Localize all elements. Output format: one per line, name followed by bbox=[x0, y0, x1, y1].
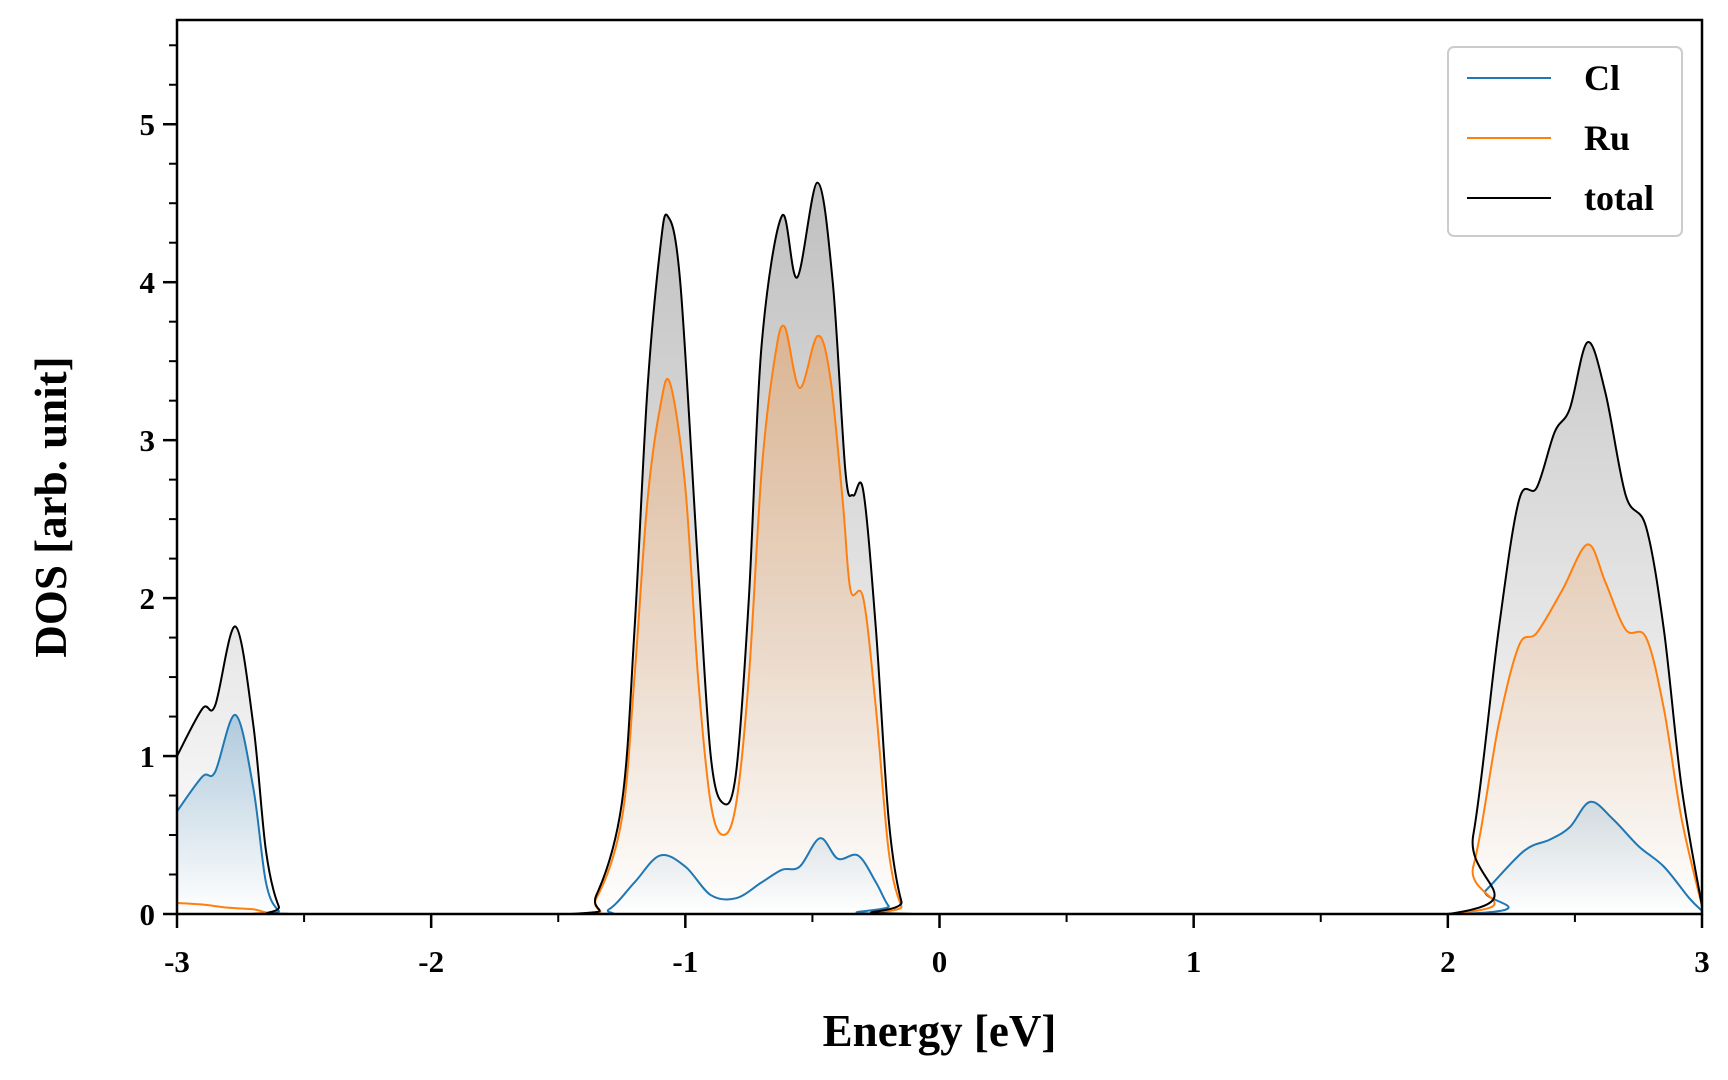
x-axis-label: Energy [eV] bbox=[823, 1006, 1057, 1056]
y-tick-label: 5 bbox=[140, 107, 156, 142]
legend-label-ru: Ru bbox=[1584, 118, 1630, 158]
fill-ru bbox=[177, 325, 1702, 914]
fill-total bbox=[177, 182, 1702, 915]
legend-label-total: total bbox=[1584, 178, 1654, 218]
legend-label-cl: Cl bbox=[1584, 58, 1620, 98]
legend: Cl Ru total bbox=[1447, 46, 1683, 237]
x-tick-label: -3 bbox=[164, 944, 190, 979]
x-tick-label: 2 bbox=[1440, 944, 1456, 979]
y-tick-label: 4 bbox=[140, 265, 156, 300]
x-tick-label: 0 bbox=[932, 944, 948, 979]
x-tick-label: 1 bbox=[1186, 944, 1202, 979]
y-tick-label: 3 bbox=[140, 423, 156, 458]
line-cl bbox=[176, 713, 1703, 916]
y-axis-label: DOS [arb. unit] bbox=[26, 356, 76, 657]
series-lines bbox=[176, 181, 1703, 916]
x-tick-label: -1 bbox=[672, 944, 698, 979]
axis-ticks: -3 -2 -1 0 1 2 3 0 1 2 3 4 5 bbox=[140, 44, 1710, 979]
fill-cl bbox=[177, 714, 1702, 914]
line-ru bbox=[176, 324, 1703, 916]
y-tick-label: 0 bbox=[140, 897, 156, 932]
y-tick-label: 2 bbox=[140, 581, 156, 616]
series-fills bbox=[177, 182, 1702, 915]
legend-box bbox=[1447, 46, 1683, 237]
x-tick-label: -2 bbox=[418, 944, 444, 979]
y-tick-label: 1 bbox=[140, 739, 156, 774]
line-total bbox=[176, 181, 1703, 916]
x-tick-label: 3 bbox=[1694, 944, 1710, 979]
